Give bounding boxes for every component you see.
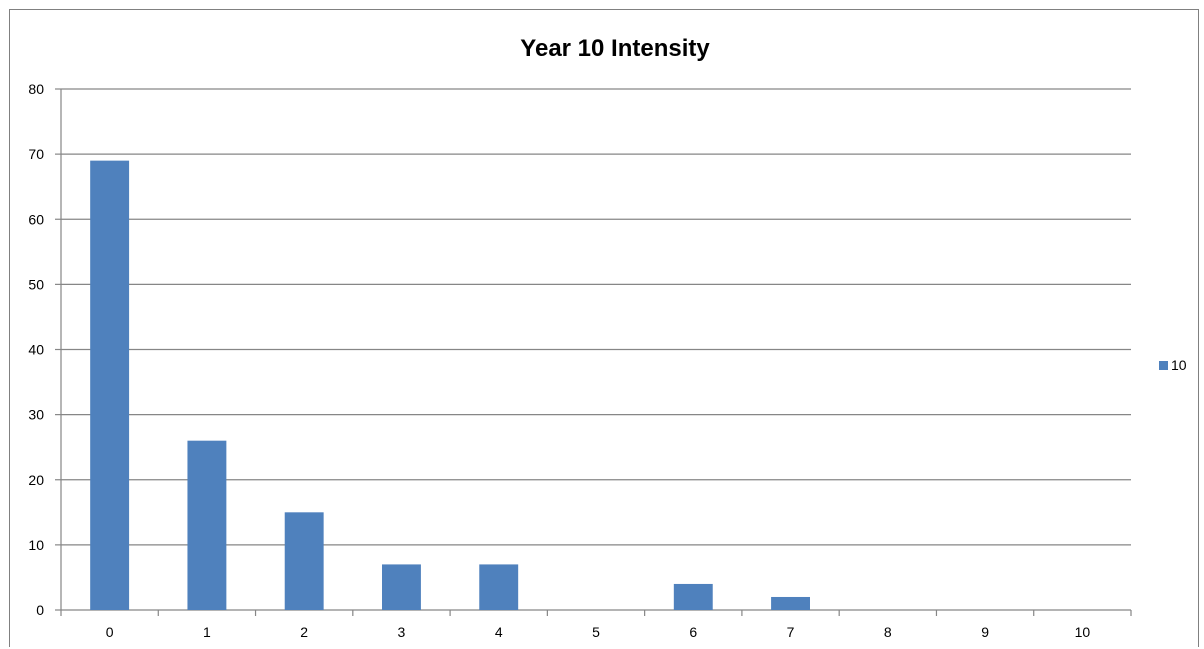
y-tick-label: 50 bbox=[28, 276, 44, 292]
chart-title: Year 10 Intensity bbox=[520, 35, 710, 62]
legend-label: 10 bbox=[1171, 357, 1187, 373]
x-tick-label: 5 bbox=[592, 624, 600, 640]
gridlines bbox=[55, 88, 1131, 611]
bars bbox=[90, 160, 810, 610]
y-tick-label: 30 bbox=[28, 407, 44, 423]
bar bbox=[382, 564, 421, 610]
y-tick-label: 10 bbox=[28, 537, 44, 553]
x-tick-label: 8 bbox=[884, 624, 892, 640]
bar bbox=[284, 512, 324, 610]
y-tick-label: 0 bbox=[36, 602, 44, 618]
x-axis-tick-labels: 0 1 2 3 4 5 6 7 8 9 10 bbox=[106, 624, 1091, 640]
bar bbox=[479, 564, 519, 610]
legend-swatch bbox=[1159, 361, 1168, 370]
y-tick-label: 20 bbox=[28, 472, 44, 488]
x-tick-label: 3 bbox=[398, 624, 406, 640]
x-tick-label: 2 bbox=[300, 624, 308, 640]
x-tick-label: 0 bbox=[106, 624, 114, 640]
x-tick-label: 10 bbox=[1075, 624, 1091, 640]
y-tick-label: 60 bbox=[28, 211, 44, 227]
x-tick-label: 7 bbox=[787, 624, 795, 640]
axes bbox=[60, 89, 1132, 616]
bar bbox=[673, 583, 713, 610]
x-tick-label: 6 bbox=[689, 624, 697, 640]
y-tick-label: 80 bbox=[28, 81, 44, 97]
bar bbox=[90, 160, 130, 610]
y-tick-label: 70 bbox=[28, 146, 44, 162]
x-tick-label: 9 bbox=[981, 624, 989, 640]
legend: 10 bbox=[1159, 357, 1187, 373]
y-tick-label: 40 bbox=[28, 342, 44, 358]
bar bbox=[187, 440, 227, 610]
y-axis-tick-labels: 0 10 20 30 40 50 60 70 80 bbox=[28, 81, 44, 618]
bar bbox=[771, 596, 810, 610]
x-tick-label: 1 bbox=[203, 624, 211, 640]
x-tick-label: 4 bbox=[495, 624, 503, 640]
